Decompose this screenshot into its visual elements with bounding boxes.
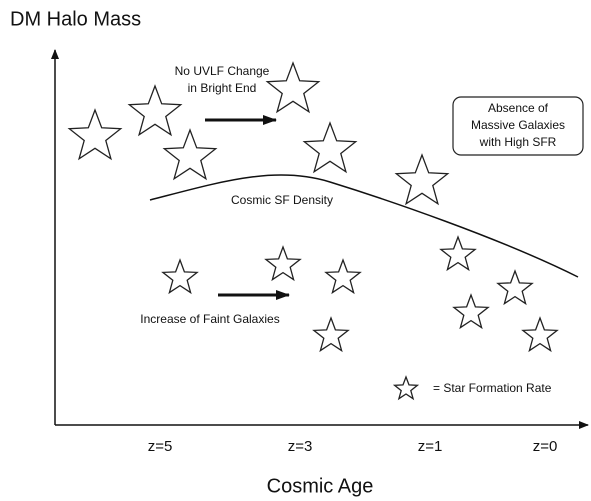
x-axis-label: Cosmic Age	[267, 475, 374, 497]
star-small	[496, 269, 534, 306]
star-small	[264, 245, 302, 282]
star-small	[324, 258, 362, 295]
x-tick-label: z=5	[148, 438, 173, 455]
annotation: in Bright End	[188, 81, 257, 95]
annotation: Increase of Faint Galaxies	[140, 312, 279, 326]
star-large	[162, 128, 218, 181]
x-tick-label: z=1	[418, 438, 443, 455]
curve-label: Cosmic SF Density	[231, 193, 333, 207]
star-large	[265, 61, 321, 114]
note-text: with High SFR	[479, 135, 557, 149]
legend-star	[392, 375, 420, 401]
star-large	[394, 153, 450, 206]
star-large	[67, 108, 123, 161]
star-small	[521, 316, 559, 353]
note-text: Absence of	[488, 101, 549, 115]
star-small	[312, 316, 350, 353]
star-large	[302, 121, 358, 174]
note-box	[452, 96, 584, 156]
annotation: No UVLF Change	[175, 64, 270, 78]
star-small	[452, 293, 490, 330]
note-text: Massive Galaxies	[471, 118, 565, 132]
x-tick-label: z=0	[533, 438, 558, 455]
y-axis-label: DM Halo Mass	[10, 8, 141, 30]
x-tick-label: z=3	[288, 438, 313, 455]
sf-density-curve	[149, 174, 579, 278]
star-large	[127, 84, 183, 137]
legend-label: = Star Formation Rate	[433, 381, 552, 395]
star-small	[161, 258, 199, 295]
star-small	[439, 235, 477, 272]
